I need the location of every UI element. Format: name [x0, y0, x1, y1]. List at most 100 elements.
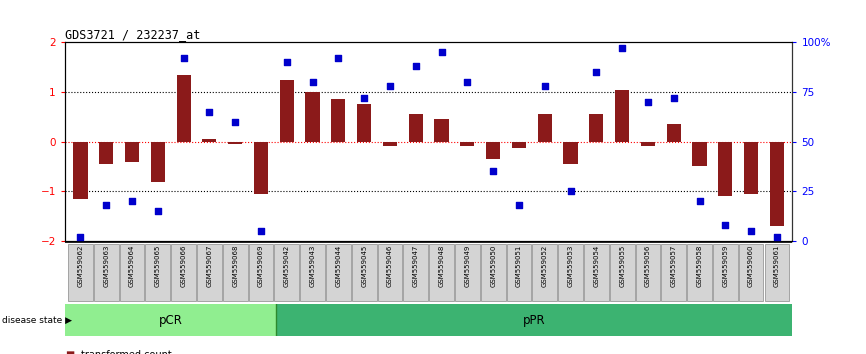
Bar: [538, 114, 552, 142]
Bar: [177, 75, 191, 142]
Point: [693, 198, 707, 204]
FancyBboxPatch shape: [275, 244, 299, 302]
Text: GSM559043: GSM559043: [309, 245, 315, 287]
Text: GSM559045: GSM559045: [361, 245, 367, 287]
Text: GSM559042: GSM559042: [284, 245, 290, 287]
Point: [564, 188, 578, 194]
FancyBboxPatch shape: [610, 244, 635, 302]
FancyBboxPatch shape: [430, 244, 454, 302]
Text: GSM559068: GSM559068: [232, 245, 238, 287]
Bar: [564, 142, 578, 164]
FancyBboxPatch shape: [739, 244, 764, 302]
Bar: [409, 114, 423, 142]
Bar: [332, 99, 346, 142]
Bar: [383, 142, 397, 145]
Text: GSM559066: GSM559066: [181, 245, 186, 287]
Point: [332, 56, 346, 61]
Point: [461, 79, 475, 85]
FancyBboxPatch shape: [404, 244, 428, 302]
Point: [744, 228, 758, 234]
Bar: [357, 104, 372, 142]
FancyBboxPatch shape: [171, 244, 196, 302]
Text: disease state ▶: disease state ▶: [2, 316, 72, 325]
Text: GSM559049: GSM559049: [464, 245, 470, 287]
Bar: [460, 142, 475, 145]
Text: GSM559044: GSM559044: [335, 245, 341, 287]
FancyBboxPatch shape: [533, 244, 557, 302]
Text: GSM559061: GSM559061: [774, 245, 780, 287]
Text: GSM559062: GSM559062: [77, 245, 83, 287]
Point: [486, 169, 500, 174]
Text: GSM559064: GSM559064: [129, 245, 135, 287]
Text: GSM559050: GSM559050: [490, 245, 496, 287]
Text: GDS3721 / 232237_at: GDS3721 / 232237_at: [65, 28, 200, 41]
FancyBboxPatch shape: [68, 244, 93, 302]
Point: [280, 59, 294, 65]
Text: GSM559054: GSM559054: [593, 245, 599, 287]
FancyBboxPatch shape: [713, 244, 738, 302]
FancyBboxPatch shape: [301, 244, 325, 302]
Text: GSM559048: GSM559048: [438, 245, 444, 287]
Point: [100, 202, 113, 208]
Point: [770, 234, 784, 240]
FancyBboxPatch shape: [197, 244, 222, 302]
Bar: [512, 142, 526, 148]
FancyBboxPatch shape: [636, 244, 660, 302]
Text: pPR: pPR: [523, 314, 546, 327]
FancyBboxPatch shape: [94, 244, 119, 302]
Point: [512, 202, 526, 208]
Bar: [641, 142, 655, 145]
FancyBboxPatch shape: [223, 244, 248, 302]
Bar: [228, 142, 242, 144]
FancyBboxPatch shape: [352, 244, 377, 302]
Bar: [589, 114, 604, 142]
Bar: [718, 142, 733, 196]
Text: GSM559063: GSM559063: [103, 245, 109, 287]
Bar: [744, 142, 759, 194]
Point: [125, 198, 139, 204]
Point: [177, 56, 191, 61]
FancyBboxPatch shape: [662, 244, 686, 302]
Bar: [280, 80, 294, 142]
FancyBboxPatch shape: [249, 244, 274, 302]
Bar: [74, 142, 87, 199]
Point: [383, 83, 397, 89]
Bar: [306, 92, 320, 142]
FancyBboxPatch shape: [326, 244, 351, 302]
FancyBboxPatch shape: [559, 244, 583, 302]
Text: GSM559067: GSM559067: [206, 245, 212, 287]
Text: GSM559060: GSM559060: [748, 245, 754, 287]
Text: GSM559055: GSM559055: [619, 245, 625, 287]
Text: GSM559059: GSM559059: [722, 245, 728, 287]
Point: [306, 79, 320, 85]
Text: GSM559069: GSM559069: [258, 245, 264, 287]
FancyBboxPatch shape: [507, 244, 532, 302]
Point: [151, 208, 165, 214]
Point: [641, 99, 655, 105]
Point: [719, 222, 733, 228]
Point: [254, 228, 268, 234]
Text: ■: ■: [65, 350, 74, 354]
Point: [74, 234, 87, 240]
Point: [667, 95, 681, 101]
Text: GSM559051: GSM559051: [516, 245, 522, 287]
Bar: [203, 139, 216, 142]
FancyBboxPatch shape: [584, 244, 609, 302]
Point: [203, 109, 216, 115]
Point: [538, 83, 552, 89]
FancyBboxPatch shape: [120, 244, 145, 302]
Point: [615, 46, 629, 51]
Text: GSM559065: GSM559065: [155, 245, 161, 287]
Text: transformed count: transformed count: [81, 350, 171, 354]
Point: [229, 119, 242, 125]
Text: GSM559058: GSM559058: [696, 245, 702, 287]
Point: [435, 50, 449, 55]
FancyBboxPatch shape: [687, 244, 712, 302]
Text: GSM559053: GSM559053: [567, 245, 573, 287]
FancyBboxPatch shape: [276, 304, 792, 336]
Bar: [615, 90, 630, 142]
Text: GSM559047: GSM559047: [413, 245, 419, 287]
FancyBboxPatch shape: [378, 244, 403, 302]
Text: pCR: pCR: [158, 314, 183, 327]
Bar: [254, 142, 268, 194]
